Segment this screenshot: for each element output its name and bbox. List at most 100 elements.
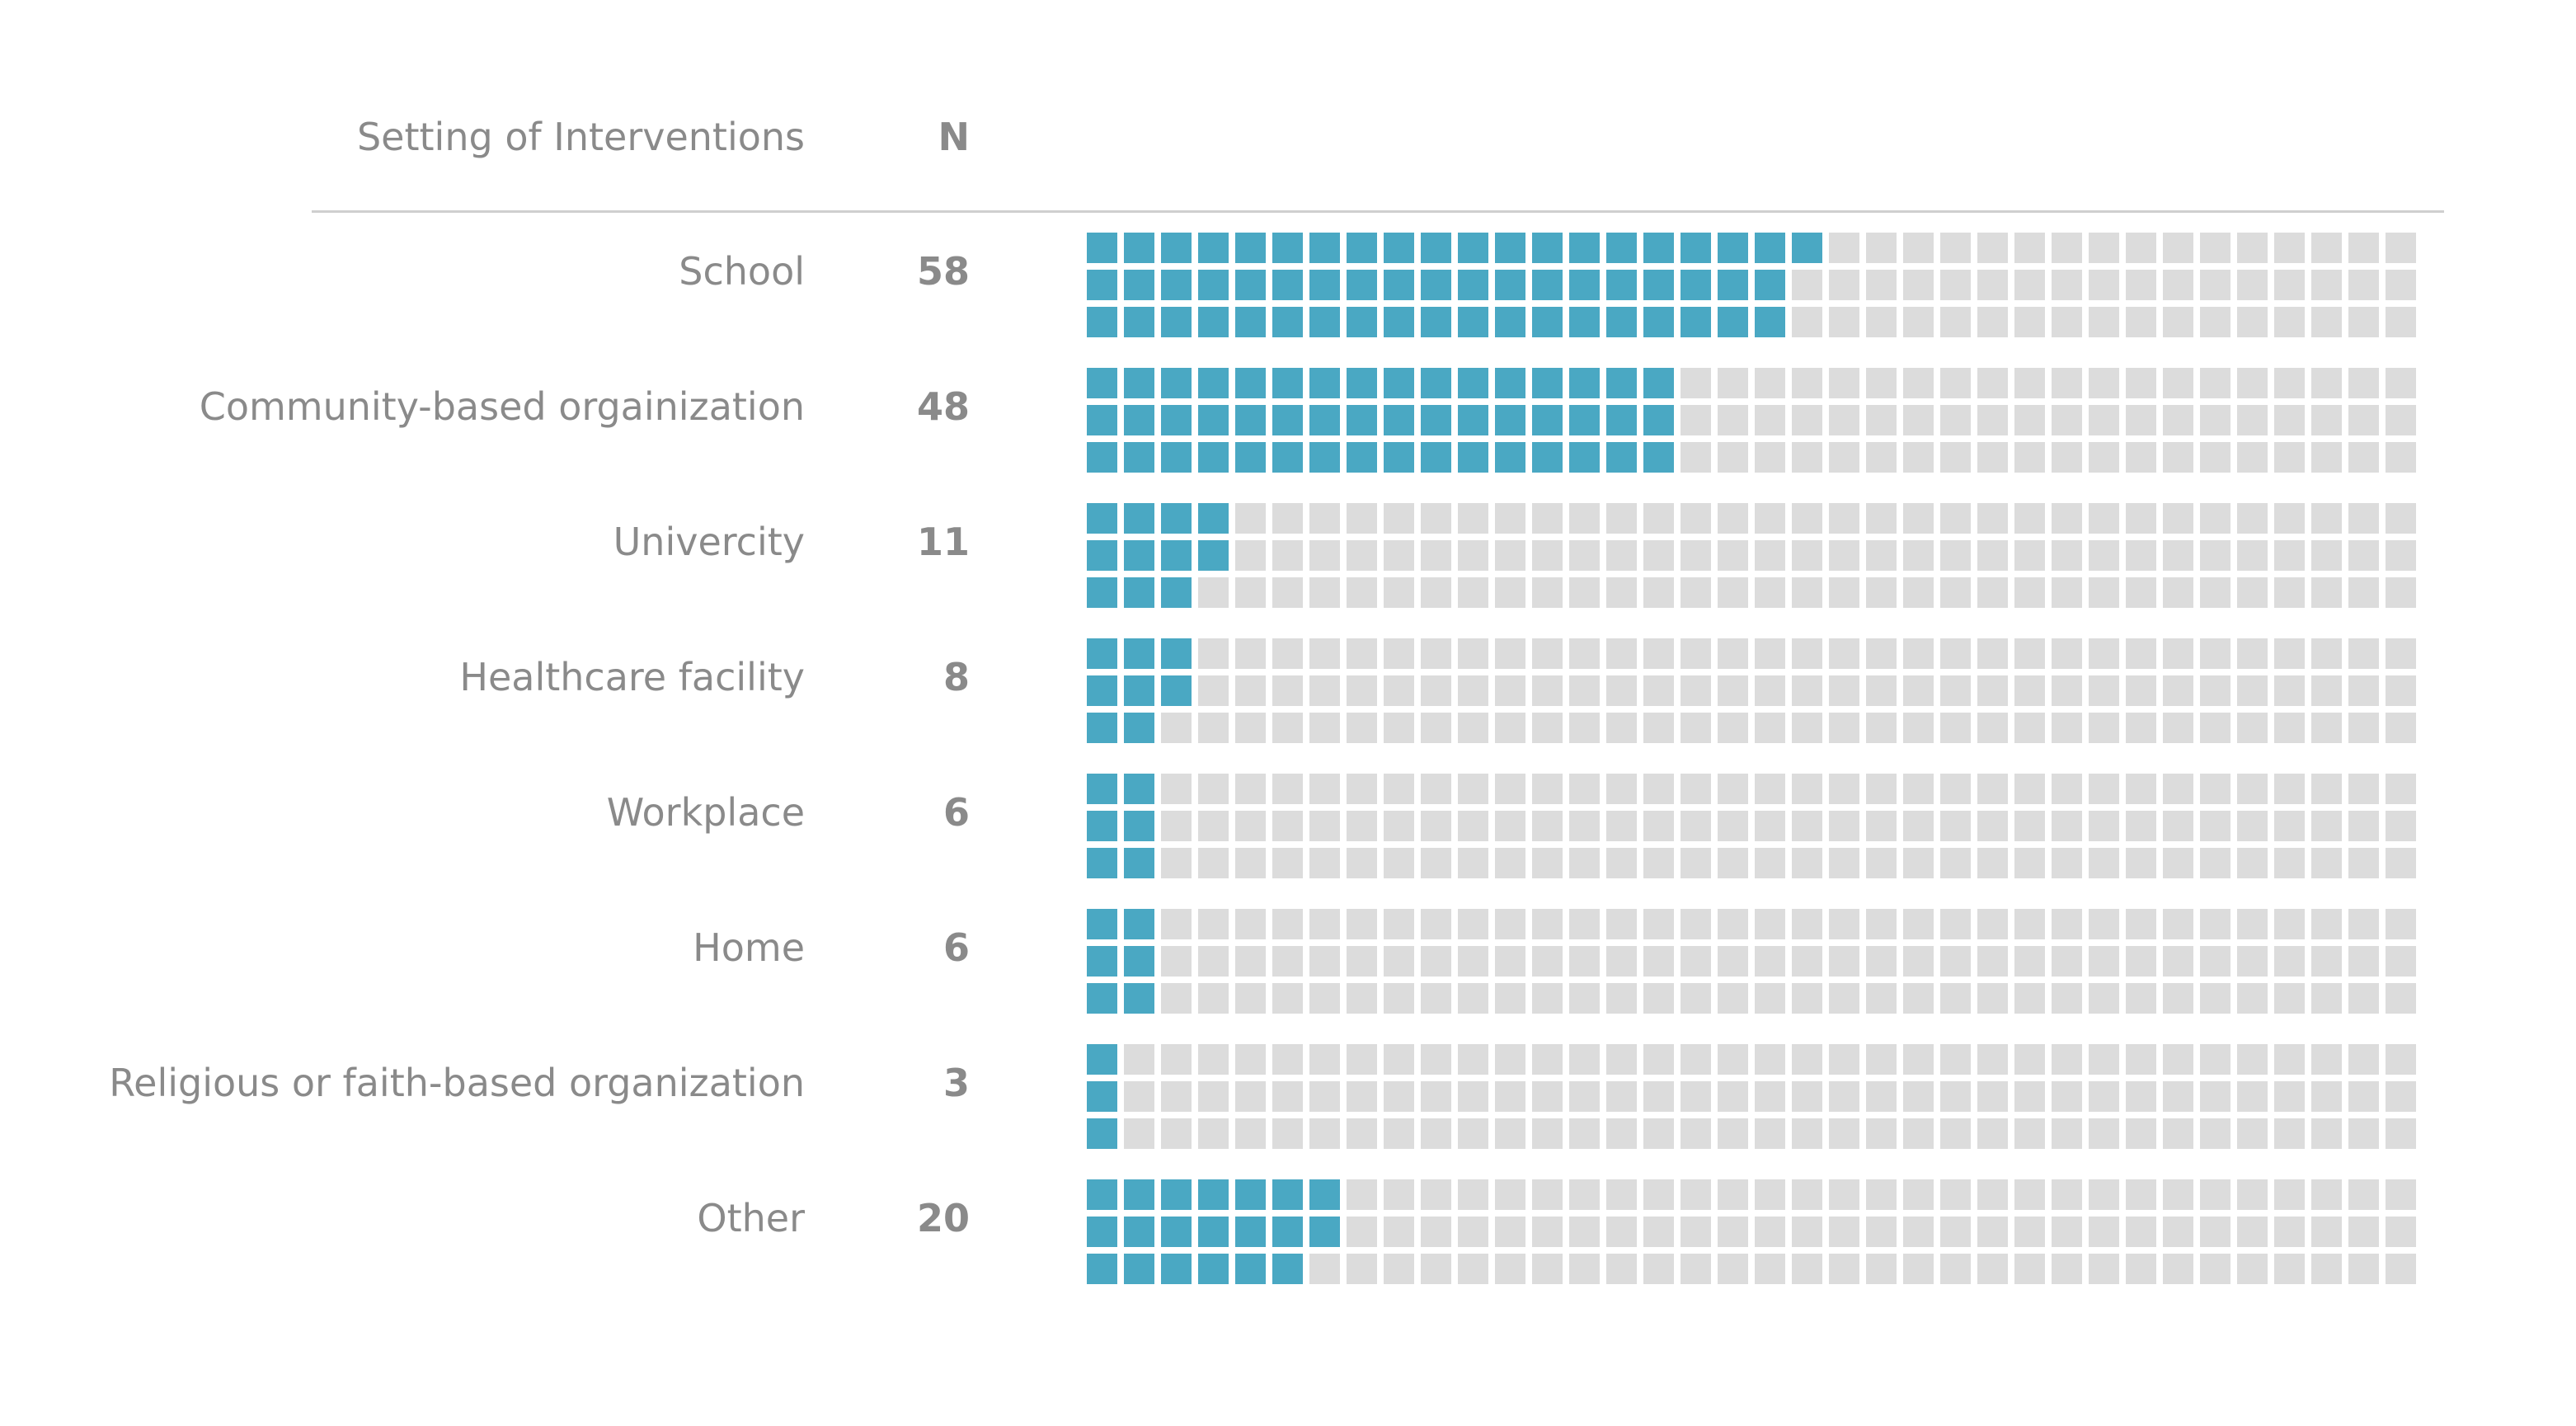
- waffle-cell-empty: [1866, 946, 1897, 977]
- waffle-cell-empty: [1272, 1118, 1303, 1149]
- waffle-cell-empty: [2014, 307, 2045, 337]
- waffle-cell-empty: [1532, 1118, 1563, 1149]
- waffle-cell-empty: [2089, 540, 2119, 571]
- waffle-cell-empty: [2200, 1118, 2230, 1149]
- waffle-cell-empty: [2311, 270, 2342, 300]
- waffle-cell-empty: [2237, 540, 2268, 571]
- waffle-cell-empty: [2237, 713, 2268, 743]
- waffle-cell-empty: [1384, 1179, 1414, 1210]
- column-header-setting: Setting of Interventions: [356, 115, 805, 159]
- waffle-cell-empty: [1977, 909, 2008, 939]
- waffle-cell-filled: [1384, 368, 1414, 398]
- row-value-community: 48: [916, 384, 970, 429]
- waffle-cell-empty: [1347, 1217, 1377, 1247]
- waffle-cell-filled: [1643, 270, 1674, 300]
- waffle-cell-empty: [1272, 713, 1303, 743]
- waffle-cell-empty: [2237, 270, 2268, 300]
- waffle-cell-empty: [2200, 307, 2230, 337]
- waffle-cell-empty: [2052, 1179, 2082, 1210]
- waffle-cell-empty: [1681, 1081, 1711, 1112]
- waffle-cell-filled: [1495, 307, 1525, 337]
- waffle-cell-empty: [1977, 233, 2008, 263]
- waffle-cell-filled: [1124, 638, 1154, 669]
- waffle-cell-filled: [1087, 774, 1117, 804]
- waffle-cell-empty: [2311, 909, 2342, 939]
- waffle-cell-empty: [2089, 713, 2119, 743]
- waffle-cell-empty: [1384, 1081, 1414, 1112]
- waffle-cell-empty: [1977, 946, 2008, 977]
- waffle-cell-empty: [1792, 503, 1822, 534]
- waffle-cell-empty: [1495, 1217, 1525, 1247]
- waffle-cell-empty: [2089, 307, 2119, 337]
- waffle-cell-empty: [2163, 503, 2193, 534]
- waffle-cell-empty: [2126, 405, 2156, 435]
- waffle-cell-filled: [1309, 1217, 1340, 1247]
- waffle-cell-empty: [1606, 503, 1637, 534]
- waffle-cell-empty: [1198, 638, 1229, 669]
- waffle-cell-empty: [1532, 638, 1563, 669]
- waffle-cell-empty: [1347, 577, 1377, 608]
- waffle-cell-empty: [1384, 503, 1414, 534]
- waffle-cell-empty: [2237, 1217, 2268, 1247]
- waffle-cell-empty: [1458, 774, 1488, 804]
- waffle-cell-empty: [2014, 946, 2045, 977]
- waffle-cell-empty: [2311, 368, 2342, 398]
- waffle-cell-empty: [2200, 983, 2230, 1014]
- waffle-cell-empty: [2163, 577, 2193, 608]
- waffle-cell-empty: [1903, 368, 1934, 398]
- waffle-cell-empty: [2237, 1254, 2268, 1284]
- waffle-cell-empty: [1643, 638, 1674, 669]
- waffle-cell-empty: [1272, 540, 1303, 571]
- waffle-cell-empty: [2089, 946, 2119, 977]
- waffle-cell-empty: [1532, 713, 1563, 743]
- waffle-cell-empty: [1755, 1254, 1785, 1284]
- waffle-cell-filled: [1532, 270, 1563, 300]
- waffle-cell-empty: [1569, 638, 1600, 669]
- waffle-cell-empty: [2200, 1217, 2230, 1247]
- waffle-cell-empty: [1606, 1254, 1637, 1284]
- waffle-cell-empty: [2274, 848, 2305, 878]
- waffle-cell-empty: [1866, 983, 1897, 1014]
- waffle-cell-empty: [1643, 1217, 1674, 1247]
- waffle-cell-empty: [1792, 1044, 1822, 1075]
- waffle-cell-filled: [1161, 503, 1192, 534]
- waffle-cell-filled: [1124, 368, 1154, 398]
- waffle-cell-empty: [2126, 811, 2156, 841]
- waffle-cell-filled: [1347, 270, 1377, 300]
- waffle-cell-empty: [1643, 774, 1674, 804]
- waffle-cell-empty: [1421, 848, 1451, 878]
- waffle-cell-empty: [1755, 442, 1785, 473]
- waffle-cell-filled: [1235, 442, 1266, 473]
- waffle-cell-empty: [1681, 1179, 1711, 1210]
- waffle-cell-empty: [1495, 1254, 1525, 1284]
- waffle-cell-empty: [1421, 1179, 1451, 1210]
- waffle-cell-empty: [1124, 1118, 1154, 1149]
- waffle-cell-empty: [2311, 774, 2342, 804]
- waffle-cell-empty: [2386, 848, 2416, 878]
- waffle-cell-empty: [2237, 442, 2268, 473]
- waffle-cell-empty: [1347, 1118, 1377, 1149]
- waffle-cell-empty: [1940, 405, 1971, 435]
- waffle-cell-filled: [1087, 1179, 1117, 1210]
- waffle-cell-empty: [1421, 1118, 1451, 1149]
- waffle-cell-empty: [1569, 848, 1600, 878]
- waffle-cell-filled: [1755, 307, 1785, 337]
- waffle-cell-empty: [1198, 713, 1229, 743]
- waffle-cell-empty: [1235, 1081, 1266, 1112]
- waffle-cell-empty: [1309, 983, 1340, 1014]
- waffle-cell-empty: [1124, 1081, 1154, 1112]
- waffle-cell-filled: [1569, 307, 1600, 337]
- waffle-cell-empty: [2386, 1179, 2416, 1210]
- waffle-cell-empty: [1235, 1118, 1266, 1149]
- waffle-cell-filled: [1606, 405, 1637, 435]
- waffle-cell-filled: [1087, 713, 1117, 743]
- waffle-cell-empty: [1235, 503, 1266, 534]
- waffle-cell-empty: [1421, 540, 1451, 571]
- waffle-cell-empty: [1495, 946, 1525, 977]
- waffle-cell-empty: [1829, 577, 1859, 608]
- waffle-cell-empty: [1866, 1081, 1897, 1112]
- waffle-cell-empty: [1792, 442, 1822, 473]
- waffle-cell-empty: [1161, 774, 1192, 804]
- waffle-cell-empty: [1792, 577, 1822, 608]
- waffle-cell-empty: [2237, 577, 2268, 608]
